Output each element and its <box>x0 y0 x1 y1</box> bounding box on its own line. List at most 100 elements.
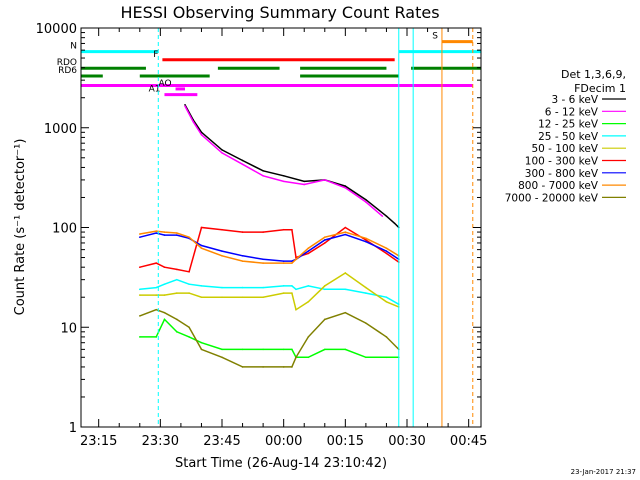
data-point <box>262 348 264 351</box>
plot-lines <box>138 103 400 368</box>
x-tick-label: 00:15 <box>327 434 364 449</box>
data-point <box>365 356 367 359</box>
data-point <box>365 239 367 241</box>
flag-bar-label: N <box>70 42 77 52</box>
legend-title: FDecim 1 <box>574 82 626 95</box>
data-point <box>163 311 166 314</box>
data-point <box>155 286 158 289</box>
data-point <box>200 226 203 229</box>
legend-label: 12 - 25 keV <box>538 119 599 131</box>
data-point <box>221 356 223 359</box>
data-point <box>385 300 388 303</box>
flag-bar-label: S <box>432 32 438 42</box>
data-point <box>307 247 310 250</box>
data-point <box>241 231 244 233</box>
data-point <box>175 331 178 333</box>
data-point <box>163 231 166 233</box>
data-point <box>307 356 310 359</box>
data-point <box>241 366 244 368</box>
y-tick-label: 100 <box>52 222 77 237</box>
data-point <box>262 262 264 264</box>
data-point <box>282 285 285 287</box>
data-point <box>155 336 158 338</box>
data-point <box>175 234 178 236</box>
data-point <box>344 233 347 236</box>
data-point <box>344 311 347 314</box>
data-point <box>138 294 141 296</box>
footer-date: 23-Jan-2017 21:37 <box>571 468 636 476</box>
data-point <box>241 255 244 257</box>
data-point <box>188 326 190 329</box>
series-line <box>139 230 400 264</box>
data-point <box>344 185 347 187</box>
data-point <box>163 318 166 321</box>
data-point <box>188 292 190 294</box>
data-point <box>241 260 244 262</box>
x-tick-label: 23:45 <box>203 434 240 449</box>
data-point <box>188 283 190 286</box>
data-point <box>200 341 203 344</box>
data-point <box>323 348 326 351</box>
data-point <box>241 296 244 299</box>
data-point <box>138 233 141 235</box>
data-point <box>221 296 223 299</box>
data-point <box>221 149 223 151</box>
data-point <box>221 348 223 351</box>
data-point <box>262 174 264 177</box>
flag-bar-label: A1 <box>149 85 161 95</box>
data-point <box>323 288 326 291</box>
data-point <box>221 152 223 154</box>
data-point <box>365 240 367 243</box>
data-point <box>307 252 310 255</box>
legend-label: 6 - 12 keV <box>545 106 599 118</box>
y-tick-label: 10000 <box>36 22 77 37</box>
data-point <box>323 318 326 321</box>
data-point <box>365 292 367 294</box>
data-point <box>175 232 178 234</box>
data-point <box>365 201 367 203</box>
data-point <box>282 366 285 368</box>
data-point <box>155 262 158 264</box>
data-point <box>344 226 347 229</box>
data-point <box>200 285 203 287</box>
data-point <box>241 163 244 166</box>
data-point <box>175 268 178 271</box>
y-tick-label: 1000 <box>44 122 77 137</box>
data-point <box>381 215 384 217</box>
series-line <box>139 318 399 359</box>
data-point <box>291 292 293 294</box>
data-point <box>175 278 178 281</box>
data-point <box>200 348 203 351</box>
data-point <box>175 318 178 321</box>
data-point <box>138 288 141 291</box>
data-point <box>188 336 190 338</box>
data-point <box>200 296 203 299</box>
data-point <box>344 348 347 351</box>
data-point <box>262 231 264 233</box>
legend-label: 300 - 800 keV <box>525 168 599 180</box>
data-point <box>138 266 141 268</box>
legend-label: 800 - 7000 keV <box>518 180 599 192</box>
data-point <box>155 294 158 296</box>
data-point <box>262 296 264 299</box>
data-point <box>163 234 166 236</box>
data-point <box>221 255 223 257</box>
legend-label: 25 - 50 keV <box>538 131 599 143</box>
series-line <box>184 104 400 229</box>
data-point <box>262 258 264 261</box>
data-point <box>385 250 388 252</box>
x-axis-label: Start Time (26-Aug-14 23:10:42) <box>175 456 387 471</box>
data-point <box>241 159 244 162</box>
data-point <box>291 260 293 262</box>
data-point <box>323 242 326 244</box>
legend-label: 50 - 100 keV <box>531 143 598 155</box>
data-point <box>323 285 326 287</box>
data-point <box>221 228 223 231</box>
y-tick-label: 1 <box>69 421 77 436</box>
data-point <box>138 336 141 338</box>
data-point <box>307 336 310 338</box>
data-point <box>385 296 388 299</box>
data-point <box>155 230 158 232</box>
data-point <box>200 133 203 136</box>
